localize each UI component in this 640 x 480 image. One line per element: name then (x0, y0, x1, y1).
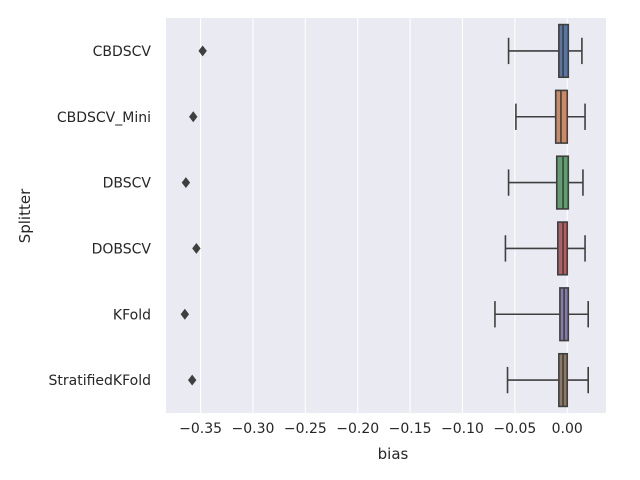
x-tick-label: −0.25 (284, 421, 327, 437)
y-tick-label: KFold (113, 307, 151, 323)
x-tick-label: 0.00 (552, 421, 583, 437)
x-tick-label: −0.20 (336, 421, 379, 437)
x-tick-label: −0.05 (493, 421, 536, 437)
x-axis-label: bias (378, 445, 409, 463)
x-tick-label: −0.35 (179, 421, 222, 437)
y-tick-label: DBSCV (103, 176, 152, 192)
box-group (198, 23, 583, 79)
y-tick-labels: CBDSCV CBDSCV_Mini DBSCV DOBSCV KFold Stratif… (49, 44, 152, 389)
y-tick-label: CBDSCV (93, 44, 152, 60)
outlier-point (198, 45, 207, 57)
box-series (180, 23, 589, 408)
plot-background (166, 18, 606, 413)
outlier-point (181, 177, 191, 189)
outlier-point (189, 111, 198, 123)
grid-lines (200, 18, 568, 413)
x-tick-labels: −0.35 −0.30 −0.25 −0.20 −0.15 −0.10 −0.05 0.00 (179, 421, 583, 437)
y-tick-label: CBDSCV_Mini (57, 110, 151, 126)
box-group (181, 155, 584, 210)
y-tick-label: DOBSCV (92, 241, 152, 257)
outlier-point (180, 308, 190, 320)
box-group (180, 287, 589, 342)
x-tick-label: −0.10 (441, 421, 484, 437)
box-group (187, 352, 589, 408)
box-group (192, 221, 586, 276)
y-tick-label: StratifiedKFold (49, 373, 151, 389)
outlier-point (192, 242, 201, 254)
y-axis-label: Splitter (16, 188, 34, 243)
x-tick-label: −0.15 (389, 421, 432, 437)
x-tick-label: −0.30 (231, 421, 274, 437)
box-group (189, 89, 586, 144)
outlier-point (187, 374, 197, 386)
